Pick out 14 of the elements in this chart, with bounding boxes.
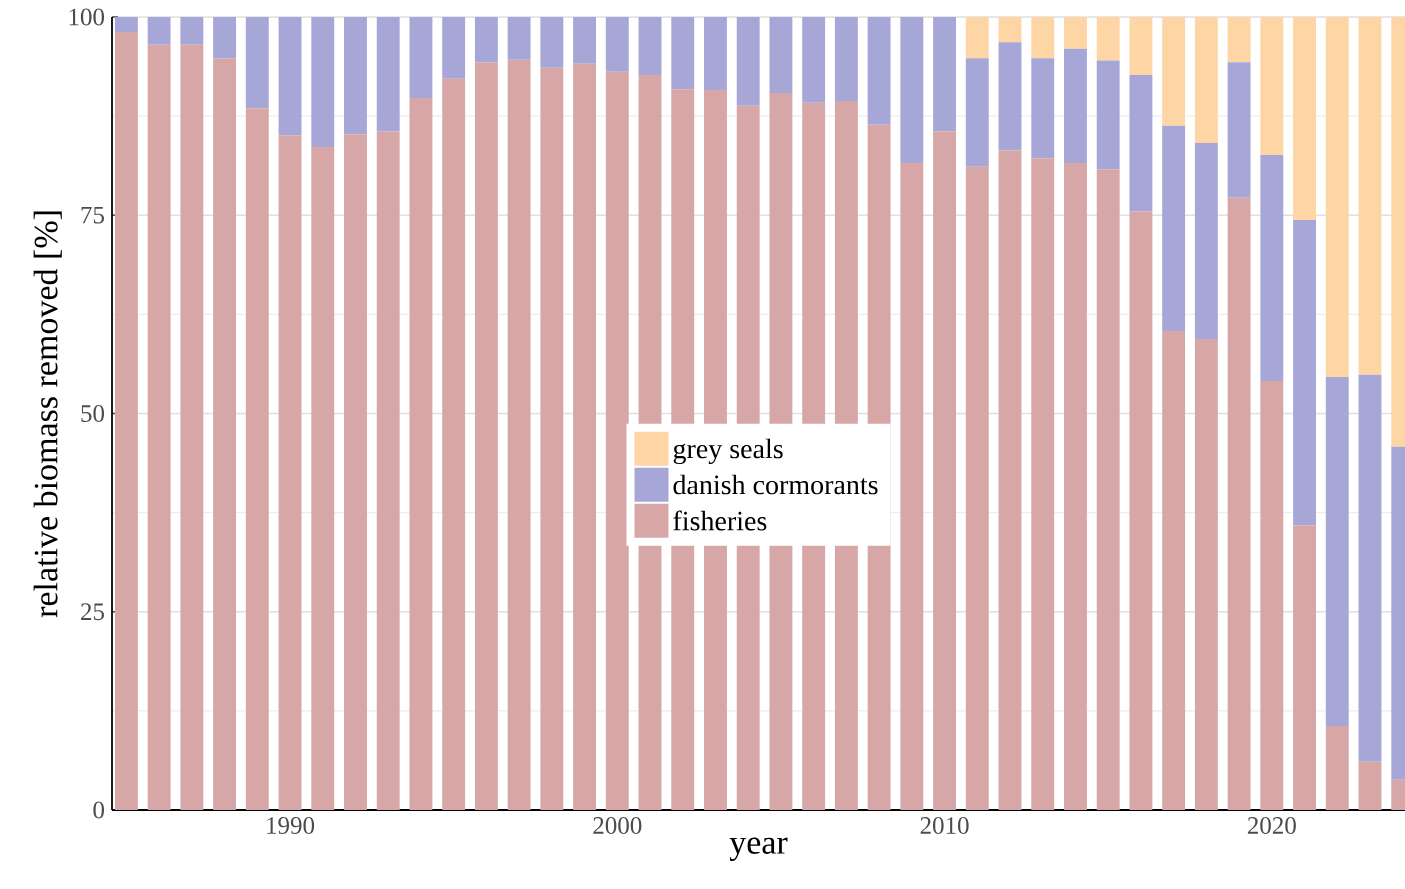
y-tick-label: 50 (81, 405, 105, 422)
x-tick-label: 2010 (920, 817, 969, 834)
y-tick-label: 100 (69, 8, 105, 26)
y-axis-title: relative biomass removed [%] (33, 211, 62, 618)
x-tick-label: 2000 (593, 817, 642, 834)
y-tick-label: 75 (81, 206, 104, 224)
y-tick-label: 0 (93, 801, 105, 819)
x-tick-label: 1990 (267, 817, 315, 834)
legend-label: grey seals (673, 438, 783, 465)
legend-label: danish cormorants (673, 474, 878, 495)
x-axis-title: year (729, 837, 788, 861)
y-tick-label: 25 (81, 603, 104, 621)
x-tick-label: 2020 (1247, 817, 1296, 834)
legend-label: fisheries (673, 510, 767, 531)
